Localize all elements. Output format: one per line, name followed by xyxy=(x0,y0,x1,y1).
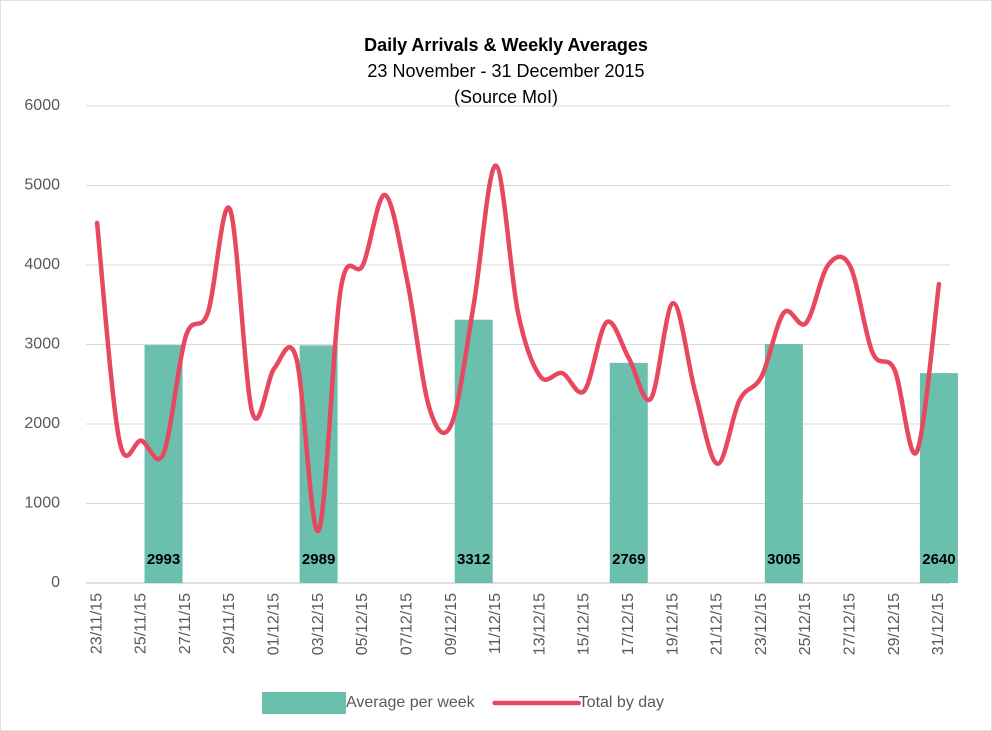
x-tick-label: 23/12/15 xyxy=(753,593,770,655)
x-tick-label: 31/12/15 xyxy=(930,593,947,655)
data-label: 3312 xyxy=(457,551,490,568)
x-tick-label: 05/12/15 xyxy=(354,593,371,655)
y-tick-label: 0 xyxy=(51,574,60,591)
legend-label: Total by day xyxy=(579,694,664,711)
y-tick-label: 6000 xyxy=(24,97,60,114)
x-tick-label: 09/12/15 xyxy=(443,593,460,655)
x-tick-label: 25/12/15 xyxy=(797,593,814,655)
legend-swatch xyxy=(262,692,346,714)
bar xyxy=(609,362,648,583)
x-tick-label: 25/11/15 xyxy=(133,593,150,654)
chart-source: (Source MoI) xyxy=(454,87,558,107)
x-tick-label: 19/12/15 xyxy=(664,593,681,655)
x-tick-label: 11/12/15 xyxy=(487,593,504,654)
x-tick-label: 17/12/15 xyxy=(620,593,637,655)
x-tick-label: 21/12/15 xyxy=(709,593,726,655)
data-label: 2769 xyxy=(612,551,645,568)
y-tick-label: 3000 xyxy=(24,336,60,353)
x-tick-label: 23/11/15 xyxy=(88,593,105,654)
data-label: 3005 xyxy=(767,551,800,568)
line xyxy=(94,163,942,533)
x-tick-label: 03/12/15 xyxy=(310,593,327,655)
data-label: 2993 xyxy=(147,551,180,568)
chart-title: Daily Arrivals & Weekly Averages xyxy=(364,35,648,55)
x-tick-label: 07/12/15 xyxy=(398,593,415,655)
y-tick-label: 4000 xyxy=(24,256,60,273)
data-label: 2640 xyxy=(922,551,955,568)
chart-subtitle: 23 November - 31 December 2015 xyxy=(367,61,644,81)
x-tick-label: 01/12/15 xyxy=(266,593,283,655)
legend-label: Average per week xyxy=(346,694,476,711)
x-tick-label: 15/12/15 xyxy=(576,593,593,655)
x-tick-label: 27/11/15 xyxy=(177,593,194,654)
x-tick-label: 27/12/15 xyxy=(842,593,859,655)
y-tick-label: 2000 xyxy=(24,415,60,432)
bar xyxy=(764,344,803,583)
data-label: 2989 xyxy=(302,551,335,568)
bar xyxy=(454,319,493,583)
y-tick-label: 5000 xyxy=(24,177,60,194)
x-tick-label: 29/12/15 xyxy=(886,593,903,655)
x-tick-label: 29/11/15 xyxy=(221,593,238,654)
y-tick-label: 1000 xyxy=(24,495,60,512)
x-tick-label: 13/12/15 xyxy=(531,593,548,655)
